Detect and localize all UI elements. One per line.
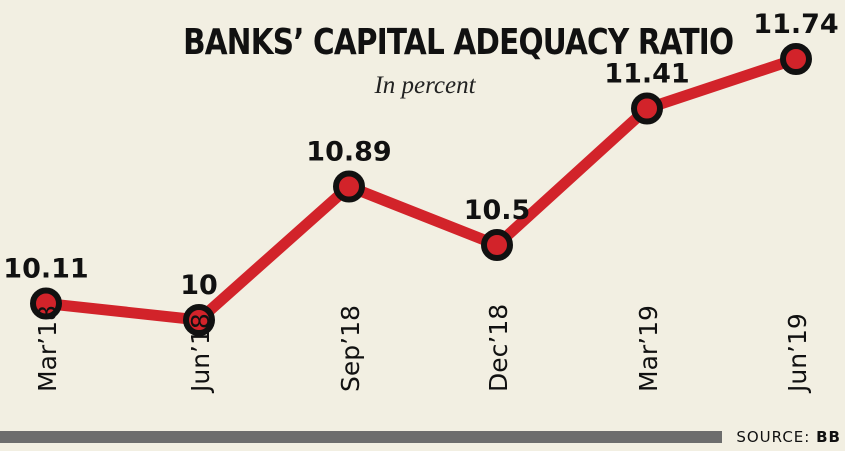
x-tick-label-2: Sep’18: [336, 305, 365, 392]
data-point-3: [481, 229, 513, 261]
data-point-5: [780, 43, 812, 75]
series-line: [40, 53, 802, 326]
data-label-5: 11.74: [753, 9, 838, 40]
x-tick-label-4: Mar’19: [634, 305, 663, 392]
source-note: SOURCE: BB: [736, 428, 841, 446]
footer-bar: [0, 431, 722, 443]
source-value: BB: [816, 428, 841, 446]
data-label-2: 10.89: [306, 137, 391, 168]
x-tick-label-0: Mar’18: [33, 305, 62, 392]
data-point-2: [333, 170, 365, 203]
data-label-0: 10.11: [3, 254, 88, 285]
data-label-3: 10.5: [464, 195, 531, 226]
chart-subtitle: In percent: [374, 72, 476, 99]
data-point-1: [183, 304, 215, 336]
x-tick-label-5: Jun’19: [783, 313, 812, 394]
x-tick-label-3: Dec’18: [484, 304, 513, 392]
data-point-0: [30, 287, 62, 320]
chart-title: BANKS’ CAPITAL ADEQUACY RATIO: [183, 22, 734, 63]
x-tick-label-1: Jun’18: [186, 313, 215, 394]
data-label-4: 11.41: [604, 59, 689, 90]
source-label: SOURCE:: [736, 428, 811, 446]
data-point-4: [631, 92, 663, 125]
data-label-1: 10: [180, 270, 218, 301]
